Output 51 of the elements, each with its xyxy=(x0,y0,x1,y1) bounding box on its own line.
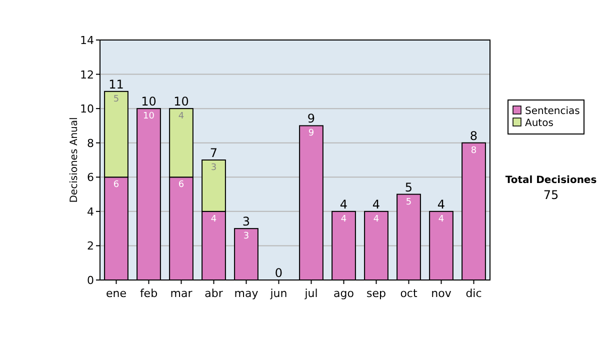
y-tick-label: 14 xyxy=(80,34,94,47)
x-tick-label: ene xyxy=(106,287,127,300)
y-tick-label: 8 xyxy=(87,136,94,150)
text: 75 xyxy=(543,188,559,202)
total-label: 10 xyxy=(174,94,189,109)
total-label: 0 xyxy=(274,266,283,280)
x-tick-label: may xyxy=(234,287,259,300)
total-label: 5 xyxy=(404,180,413,194)
x-tick-label: ago xyxy=(334,287,354,300)
total-label: 8 xyxy=(470,128,478,143)
y-tick-label: 0 xyxy=(87,274,94,287)
x-tick-label: feb xyxy=(140,287,158,300)
data-label: 4 xyxy=(340,214,347,224)
y-tick-label: 6 xyxy=(87,171,94,184)
y-tick-label: 12 xyxy=(80,68,94,82)
data-label: 9 xyxy=(308,128,314,139)
total-label: 11 xyxy=(108,77,124,92)
y-tick-label: 2 xyxy=(87,240,94,253)
x-tick-label: nov xyxy=(431,287,452,300)
x-tick-label: mar xyxy=(170,287,193,300)
data-label: 4 xyxy=(210,214,217,224)
data-label: 4 xyxy=(373,214,380,224)
y-tick-label: 4 xyxy=(87,205,94,218)
total-label: 10 xyxy=(141,94,156,109)
total-label: 4 xyxy=(372,197,380,212)
x-tick-label: sep xyxy=(366,287,386,300)
data-label: 3 xyxy=(243,232,250,242)
total-label: 3 xyxy=(242,214,250,229)
data-label: 6 xyxy=(113,180,120,190)
x-tick-label: jul xyxy=(304,287,318,300)
x-tick-label: oct xyxy=(400,287,418,300)
data-label: 5 xyxy=(406,197,412,208)
data-label: 4 xyxy=(438,214,444,224)
data-label: 3 xyxy=(210,163,217,173)
total-label: 9 xyxy=(307,112,316,126)
y-axis-title: Decisiones Anual xyxy=(69,117,80,203)
total-label: 4 xyxy=(340,197,348,212)
text: Total Decisiones xyxy=(505,175,597,186)
total-label: 4 xyxy=(437,197,446,212)
data-label: 4 xyxy=(178,112,184,122)
y-tick-label: 10 xyxy=(80,102,94,116)
data-label: 6 xyxy=(178,180,184,190)
x-tick-label: abr xyxy=(204,287,224,300)
data-label: 10 xyxy=(143,112,155,122)
x-tick-label: dic xyxy=(466,287,482,300)
total-label: 7 xyxy=(210,146,218,160)
data-label: 8 xyxy=(470,146,477,156)
legend-label: Sentencias xyxy=(525,106,580,117)
legend-label: Autos xyxy=(525,118,554,129)
x-tick-label: jun xyxy=(269,287,288,300)
data-label: 5 xyxy=(113,94,120,104)
